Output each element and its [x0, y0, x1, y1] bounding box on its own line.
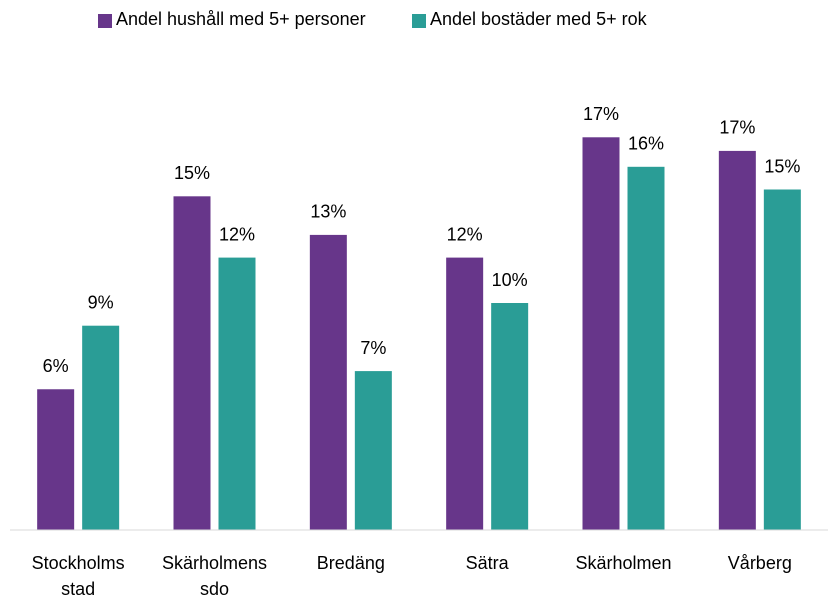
bar: [763, 189, 801, 530]
data-label: 16%: [628, 134, 664, 154]
x-tick: Skärholmens sdo: [161, 553, 268, 599]
data-label: 12%: [219, 224, 255, 244]
legend-label: Andel bostäder med 5+ rok: [430, 9, 647, 29]
data-label: 9%: [88, 292, 114, 312]
bar: [491, 303, 529, 530]
x-tick: Skärholmen: [575, 553, 672, 573]
x-tick: Stockholms stad: [31, 553, 125, 599]
bar: [218, 257, 256, 530]
x-tick: Bredäng: [316, 553, 385, 573]
bar: [718, 150, 756, 530]
legend-label: Andel hushåll med 5+ personer: [116, 9, 366, 29]
x-tick-label: Vårberg: [727, 553, 792, 573]
x-tick: Vårberg: [727, 553, 792, 573]
bar: [582, 137, 620, 531]
bar: [37, 389, 75, 530]
bar: [309, 234, 347, 530]
data-label: 7%: [360, 338, 386, 358]
data-label: 10%: [492, 270, 528, 290]
data-label: 12%: [447, 224, 483, 244]
bar: [354, 371, 392, 530]
x-tick-label: Skärholmen: [575, 553, 672, 573]
x-tick-label: Sätra: [465, 553, 509, 573]
legend-swatch: [412, 14, 426, 28]
bar: [173, 196, 211, 530]
data-label: 15%: [764, 156, 800, 176]
bar: [446, 257, 484, 530]
x-tick: Sätra: [465, 553, 509, 573]
x-tick-label: Stockholms stad: [31, 553, 125, 599]
x-tick-label: Skärholmens sdo: [161, 553, 268, 599]
bar: [627, 166, 665, 531]
data-label: 13%: [310, 202, 346, 222]
data-label: 6%: [43, 356, 69, 376]
data-label: 15%: [174, 163, 210, 183]
data-label: 17%: [583, 104, 619, 124]
legend-swatch: [98, 14, 112, 28]
data-label: 17%: [719, 118, 755, 138]
bar: [82, 325, 120, 530]
legend-item: Andel hushåll med 5+ personer: [116, 9, 366, 29]
legend-item: Andel bostäder med 5+ rok: [430, 9, 647, 29]
x-tick-label: Bredäng: [316, 553, 385, 573]
